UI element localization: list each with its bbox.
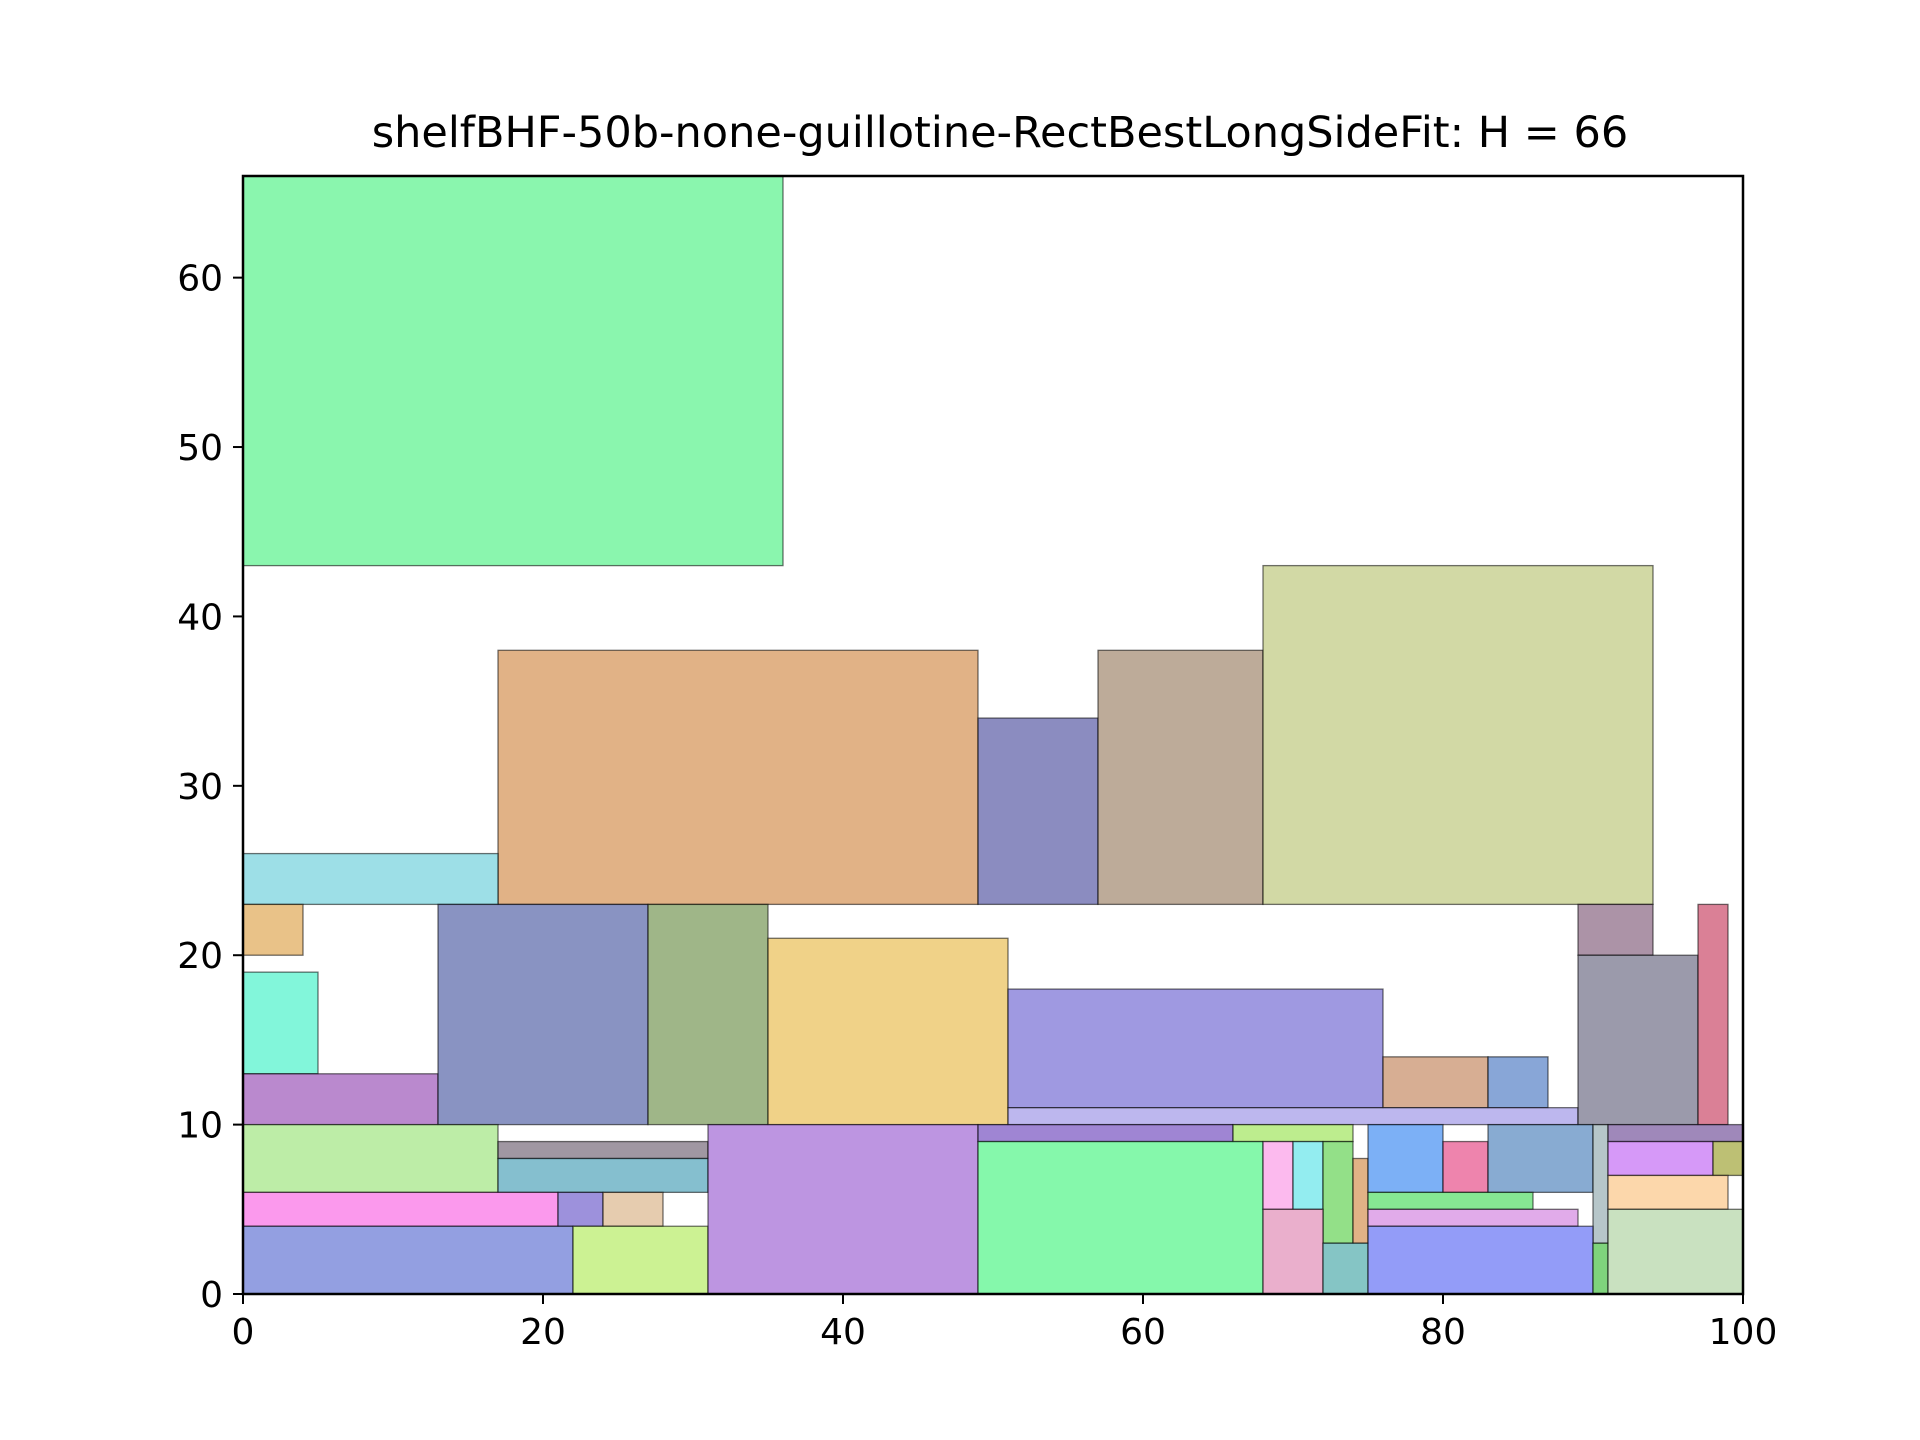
- packed-rect-44: [1592, 1242, 1609, 1295]
- y-tick-label: 20: [177, 936, 223, 977]
- packed-rect-11: [767, 937, 1009, 1126]
- packed-rect-6: [242, 903, 304, 956]
- packed-rect-27: [707, 1123, 979, 1295]
- packed-rect-21: [497, 1157, 709, 1194]
- y-axis: 0 10 20 30 40 50 60: [177, 259, 243, 1316]
- packed-rect-25: [242, 1225, 574, 1295]
- packed-rect-15: [1007, 1107, 1579, 1126]
- packed-rect-48: [1607, 1174, 1729, 1210]
- packed-rect-19: [242, 1123, 499, 1194]
- packed-rect-17: [1577, 954, 1699, 1126]
- packed-rect-0: [242, 175, 784, 567]
- x-tick-label: 0: [232, 1312, 255, 1353]
- packed-rect-41: [1367, 1191, 1534, 1210]
- packed-rect-12: [1007, 988, 1384, 1109]
- packed-rect-22: [242, 1191, 559, 1227]
- packed-rect-4: [1262, 564, 1654, 906]
- x-tick-label: 60: [1120, 1312, 1166, 1353]
- packed-rect-8: [242, 1073, 439, 1126]
- y-tick-label: 60: [177, 259, 223, 300]
- packed-rect-13: [1382, 1056, 1489, 1109]
- packed-rect-28: [977, 1123, 1234, 1143]
- packed-rect-34: [1352, 1157, 1369, 1244]
- packed-rect-35: [1262, 1208, 1324, 1295]
- x-tick-label: 80: [1420, 1312, 1466, 1353]
- packed-rect-39: [1487, 1123, 1594, 1194]
- packed-rect-26: [572, 1225, 709, 1295]
- packed-rect-47: [1712, 1140, 1744, 1177]
- packed-rect-36: [1322, 1242, 1369, 1295]
- packed-rect-24: [602, 1191, 664, 1227]
- packed-rect-23: [557, 1191, 604, 1227]
- packed-rect-30: [977, 1140, 1264, 1295]
- packed-rect-16: [1577, 903, 1654, 956]
- y-tick-label: 0: [200, 1275, 223, 1316]
- y-tick-label: 30: [177, 767, 223, 808]
- packed-rect-14: [1487, 1056, 1549, 1109]
- packed-rect-3: [1097, 649, 1264, 906]
- packed-rect-7: [242, 971, 319, 1075]
- y-tick-label: 40: [177, 597, 223, 638]
- packed-rect-42: [1367, 1208, 1579, 1227]
- rects-layer: [242, 175, 1744, 1295]
- packed-rect-46: [1607, 1140, 1714, 1177]
- packed-rect-31: [1262, 1140, 1294, 1210]
- chart-title: shelfBHF-50b-none-guillotine-RectBestLon…: [372, 108, 1628, 158]
- packed-rect-33: [1322, 1140, 1354, 1244]
- packed-rect-38: [1442, 1140, 1489, 1194]
- x-tick-label: 20: [520, 1312, 566, 1353]
- packed-rect-43: [1367, 1225, 1594, 1295]
- packed-rect-45: [1607, 1123, 1744, 1143]
- packed-rect-32: [1292, 1140, 1324, 1210]
- packed-rect-49: [1607, 1208, 1744, 1295]
- packed-rect-29: [1232, 1123, 1354, 1143]
- packed-rect-1: [497, 649, 979, 906]
- packed-rect-20: [497, 1140, 709, 1160]
- y-tick-label: 10: [177, 1106, 223, 1147]
- packed-rect-18: [1697, 903, 1729, 1126]
- packed-rect-5: [242, 852, 499, 906]
- packed-rect-2: [977, 717, 1099, 906]
- packed-rect-37: [1367, 1123, 1444, 1194]
- x-axis: 0 20 40 60 80 100: [232, 1294, 1778, 1353]
- y-tick-label: 50: [177, 428, 223, 469]
- packed-rect-9: [437, 903, 649, 1126]
- packed-rect-40: [1592, 1123, 1609, 1244]
- plot-frame: [241, 174, 1745, 1296]
- x-tick-label: 40: [820, 1312, 866, 1353]
- x-tick-label: 100: [1709, 1312, 1778, 1353]
- packed-rect-10: [647, 903, 769, 1126]
